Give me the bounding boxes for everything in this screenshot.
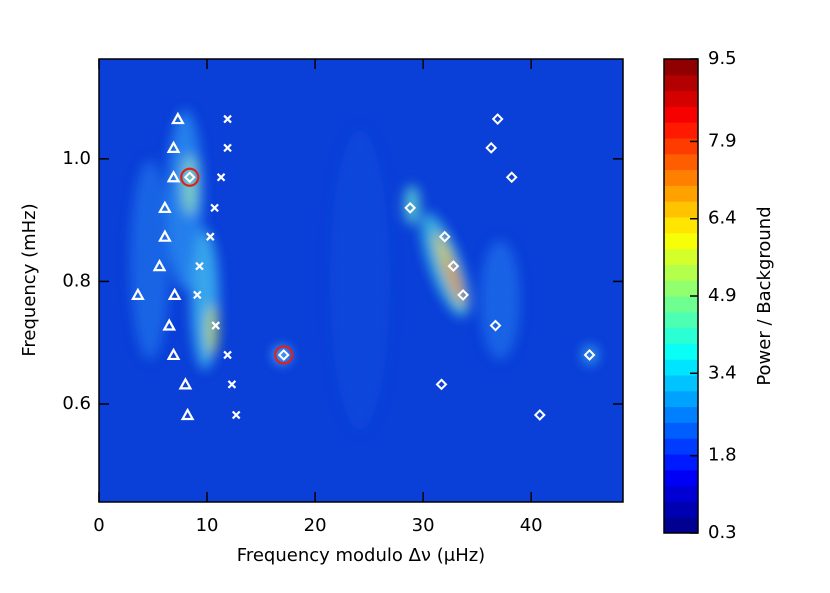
marker-diamond (491, 113, 504, 125)
colorbar-tick-label: 4.9 (708, 285, 737, 306)
marker-diamond (505, 171, 518, 184)
colorbar-band (664, 327, 698, 344)
x-tick-label: 40 (520, 515, 543, 536)
colorbar-tick-label: 3.4 (708, 362, 737, 383)
marker-diamond (533, 409, 546, 421)
heatmap (99, 59, 623, 502)
colorbar-band (664, 501, 698, 518)
colorbar-band (664, 169, 698, 186)
colorbar-band (664, 106, 698, 123)
colorbar-band (664, 343, 698, 360)
x-axis-label: Frequency modulo Δν (μHz) (237, 545, 485, 566)
marker-diamond (404, 201, 417, 214)
marker-cross (193, 290, 202, 300)
colorbar-band (664, 469, 698, 487)
colorbar-tick-label: 1.8 (708, 445, 737, 466)
y-axis-label: Frequency (mHz) (19, 203, 40, 356)
marker-cross (210, 203, 219, 213)
marker-cross (231, 410, 241, 420)
colorbar-band (664, 390, 698, 408)
marker-triangle (131, 287, 145, 300)
plot-frame (98, 58, 624, 503)
marker-cross (223, 143, 232, 153)
colorbar-band (664, 201, 698, 218)
marker-cross (223, 114, 232, 124)
colorbar-band (664, 217, 698, 234)
marker-triangle (180, 407, 195, 421)
y-tick-label: 0.8 (62, 270, 91, 291)
colorbar-band (664, 485, 698, 502)
marker-triangle (166, 169, 181, 183)
marker-cross (211, 321, 220, 330)
marker-triangle (166, 347, 181, 361)
marker-triangle (167, 287, 182, 300)
colorbar-band (664, 122, 698, 139)
marker-diamond (457, 288, 470, 301)
colorbar-tick-label: 6.4 (708, 208, 737, 229)
colorbar-label: Power / Background (754, 206, 775, 385)
marker-circle (180, 167, 200, 187)
marker-circle (274, 345, 294, 365)
x-tick-label: 20 (304, 515, 327, 536)
marker-diamond (485, 141, 498, 154)
marker-diamond (447, 260, 460, 273)
colorbar-band (664, 138, 698, 155)
colorbar-band (664, 74, 698, 92)
marker-cross (223, 350, 232, 360)
colorbar-band (664, 311, 698, 329)
marker-diamond (435, 378, 448, 391)
colorbar-band (664, 185, 698, 202)
y-tick-label: 0.6 (62, 393, 91, 414)
colorbar (664, 59, 698, 534)
colorbar-band (664, 406, 698, 423)
colorbar-band (664, 90, 698, 107)
marker-cross (227, 380, 237, 389)
x-tick-label: 30 (412, 515, 435, 536)
colorbar-band (664, 422, 698, 439)
marker-diamond (438, 230, 451, 243)
colorbar-band (664, 517, 698, 534)
colorbar-band (664, 232, 698, 250)
colorbar-band (664, 359, 698, 376)
marker-diamond (583, 349, 596, 361)
marker-triangle (178, 377, 193, 390)
colorbar-band (664, 248, 698, 265)
marker-diamond (489, 319, 502, 332)
marker-diamond (183, 171, 196, 184)
colorbar-tick-label: 7.9 (708, 130, 737, 151)
y-tick-label: 1.0 (62, 148, 91, 169)
colorbar-band (664, 264, 698, 281)
colorbar-band (664, 59, 698, 76)
marker-triangle (171, 111, 185, 125)
colorbar-band (664, 375, 698, 392)
marker-triangle (158, 200, 172, 213)
marker-triangle (162, 318, 177, 331)
colorbar-band (664, 454, 698, 471)
x-tick-label: 0 (93, 515, 104, 536)
marker-diamond (277, 349, 290, 361)
colorbar-band (664, 438, 698, 455)
x-tick-label: 10 (196, 515, 219, 536)
marker-triangle (152, 258, 167, 272)
marker-cross (206, 232, 215, 241)
marker-cross (216, 172, 226, 182)
colorbar-band (664, 153, 698, 171)
colorbar-band (664, 296, 698, 313)
marker-cross (195, 261, 204, 271)
marker-triangle (166, 140, 181, 153)
colorbar-band (664, 280, 698, 297)
colorbar-tick-label: 0.3 (708, 522, 737, 543)
colorbar-tick-label: 9.5 (708, 48, 737, 69)
marker-triangle (158, 229, 172, 242)
